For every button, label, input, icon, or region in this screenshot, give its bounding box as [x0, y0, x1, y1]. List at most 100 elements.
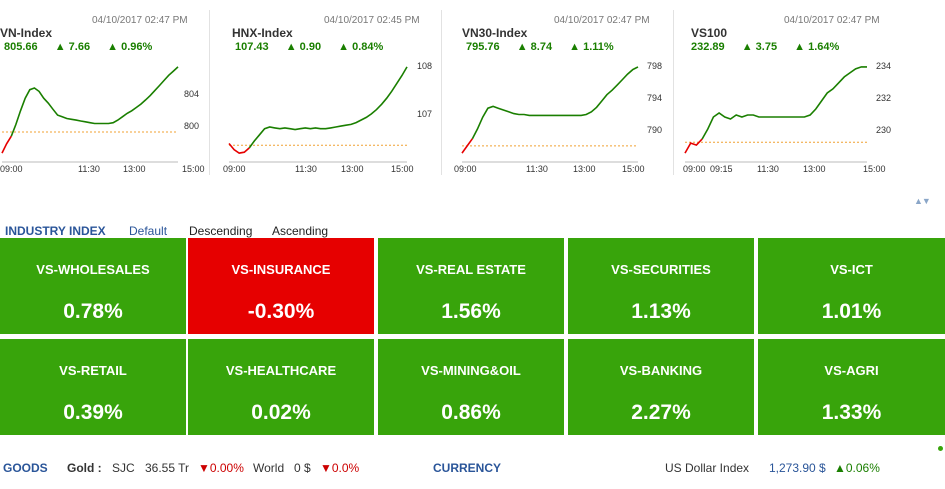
y-tick-label: 108 — [417, 61, 432, 71]
y-tick-label: 794 — [647, 93, 662, 103]
industry-tile-value: 0.78% — [63, 300, 123, 323]
index-value: 232.89 — [691, 41, 725, 53]
industry-tile-value: 0.02% — [251, 401, 311, 424]
index-change: ▲ 0.90 — [285, 41, 322, 53]
y-tick-label: 804 — [184, 89, 199, 99]
index-change: ▲ 7.66 — [54, 41, 91, 53]
index-chart: 798 794 790 09:00 11:30 13:00 15:00 — [454, 61, 662, 174]
x-tick-label: 11:30 — [526, 164, 548, 174]
index-values: 107.43 ▲ 0.90 ▲ 0.84% — [235, 41, 383, 53]
x-tick-label: 09:00 — [0, 164, 23, 174]
industry-header: INDUSTRY INDEX Default Descending Ascend… — [0, 223, 945, 238]
gold-label: Gold : — [67, 461, 102, 475]
industry-tile-value: 1.33% — [821, 401, 882, 424]
index-percent: ▲ 0.96% — [107, 41, 153, 53]
series-line-negative — [1, 135, 12, 154]
scroll-arrows[interactable]: ▲▼ — [914, 196, 931, 206]
x-tick-label: 09:00 — [223, 164, 246, 174]
index-timestamp: 04/10/2017 02:47 PM — [784, 15, 880, 26]
sjc-label: SJC — [112, 461, 135, 475]
index-timestamp: 04/10/2017 02:47 PM — [92, 15, 188, 26]
industry-tile[interactable]: VS-AGRI 1.33% — [758, 339, 945, 435]
arrow-up-icon[interactable]: ▲ — [914, 196, 923, 206]
goods-title: GOODS — [3, 461, 48, 475]
y-tick-label: 230 — [876, 125, 891, 135]
index-values: 805.66 ▲ 7.66 ▲ 0.96% — [4, 41, 152, 53]
index-percent: ▲ 1.64% — [794, 41, 840, 53]
index-panel-vn30[interactable]: VN30-Index 04/10/2017 02:47 PM 795.76 ▲ … — [446, 0, 671, 180]
industry-tile[interactable]: VS-BANKING 2.27% — [568, 339, 754, 435]
x-tick-label: 11:30 — [78, 164, 100, 174]
status-dot — [938, 446, 943, 451]
x-tick-label: 09:00 — [454, 164, 477, 174]
usd-change: ▲0.06% — [834, 461, 880, 475]
series-line-negative — [461, 138, 474, 154]
index-name: VN-Index — [0, 26, 53, 40]
industry-tile-name: VS-AGRI — [824, 363, 879, 378]
goods-bar: GOODS Gold : SJC 36.55 Tr ▼0.00% World 0… — [0, 461, 945, 479]
y-tick-label: 107 — [417, 109, 432, 119]
index-name: HNX-Index — [232, 26, 293, 40]
x-tick-label: 13:00 — [573, 164, 596, 174]
index-panel-vn[interactable]: VN-Index 04/10/2017 02:47 PM 805.66 ▲ 7.… — [0, 0, 205, 180]
industry-tile[interactable]: VS-WHOLESALES 0.78% — [0, 238, 186, 334]
series-line-negative — [228, 142, 250, 154]
industry-tile-name: VS-INSURANCE — [231, 262, 331, 277]
index-value: 795.76 — [466, 41, 500, 53]
index-value: 805.66 — [4, 41, 38, 53]
arrow-down-icon[interactable]: ▼ — [921, 196, 931, 206]
industry-tile[interactable]: VS-RETAIL 0.39% — [0, 339, 186, 435]
index-values: 795.76 ▲ 8.74 ▲ 1.11% — [466, 41, 614, 53]
index-value: 107.43 — [235, 41, 269, 53]
divider — [673, 10, 674, 175]
world-label: World — [253, 461, 285, 475]
index-chart: 804 800 09:00 11:30 13:00 15:00 — [0, 66, 205, 174]
x-tick-label: 13:00 — [341, 164, 364, 174]
industry-tile-name: VS-MINING&OIL — [421, 363, 521, 378]
x-tick-label: 11:30 — [295, 164, 317, 174]
world-change: ▼0.0% — [320, 461, 360, 475]
x-tick-label: 09:00 — [683, 164, 706, 174]
index-timestamp: 04/10/2017 02:47 PM — [554, 15, 650, 26]
industry-tile-name: VS-REAL ESTATE — [416, 262, 526, 277]
x-tick-label: 13:00 — [123, 164, 146, 174]
index-timestamp: 04/10/2017 02:45 PM — [324, 15, 420, 26]
currency-title: CURRENCY — [433, 461, 502, 475]
index-chart: 234 232 230 09:00 09:15 11:30 13:00 15:00 — [683, 61, 891, 174]
sort-descending-link[interactable]: Descending — [189, 224, 253, 238]
y-tick-label: 790 — [647, 125, 662, 135]
industry-tile-name: VS-RETAIL — [59, 363, 127, 378]
industry-tile-value: 0.39% — [63, 401, 123, 424]
x-tick-label: 15:00 — [182, 164, 205, 174]
industry-tile[interactable]: VS-MINING&OIL 0.86% — [378, 339, 564, 435]
industry-tile[interactable]: VS-REAL ESTATE 1.56% — [378, 238, 564, 334]
usd-label: US Dollar Index — [665, 461, 750, 475]
index-percent: ▲ 1.11% — [569, 41, 614, 53]
sort-ascending-link[interactable]: Ascending — [272, 224, 329, 238]
index-panel-hnx[interactable]: HNX-Index 04/10/2017 02:45 PM 107.43 ▲ 0… — [215, 0, 440, 180]
industry-tile[interactable]: VS-HEALTHCARE 0.02% — [188, 339, 374, 435]
index-panel-vs100[interactable]: VS100 04/10/2017 02:47 PM 232.89 ▲ 3.75 … — [677, 0, 945, 180]
y-tick-label: 232 — [876, 93, 891, 103]
industry-tile-name: VS-SECURITIES — [611, 262, 711, 277]
industry-tile[interactable]: VS-ICT 1.01% — [758, 238, 945, 334]
industry-title: INDUSTRY INDEX — [5, 224, 106, 238]
industry-tile-name: VS-BANKING — [619, 363, 703, 378]
index-name: VS100 — [691, 26, 728, 40]
series-line — [471, 66, 639, 140]
world-value: 0 $ — [294, 461, 311, 475]
industry-tile-name: VS-WHOLESALES — [36, 262, 150, 277]
index-values: 232.89 ▲ 3.75 ▲ 1.64% — [691, 41, 839, 53]
index-percent: ▲ 0.84% — [338, 41, 384, 53]
index-change: ▲ 8.74 — [516, 41, 553, 53]
sjc-value: 36.55 Tr — [145, 461, 190, 475]
index-change: ▲ 3.75 — [741, 41, 778, 53]
industry-tile-value: -0.30% — [247, 300, 315, 323]
sort-default-link[interactable]: Default — [129, 224, 168, 238]
industry-tile-name: VS-HEALTHCARE — [225, 363, 337, 378]
industry-tile[interactable]: VS-INSURANCE -0.30% — [188, 238, 374, 334]
industry-tile[interactable]: VS-SECURITIES 1.13% — [568, 238, 754, 334]
industry-tile-value: 0.86% — [441, 401, 501, 424]
series-line — [248, 66, 408, 149]
x-tick-label: 15:00 — [863, 164, 886, 174]
